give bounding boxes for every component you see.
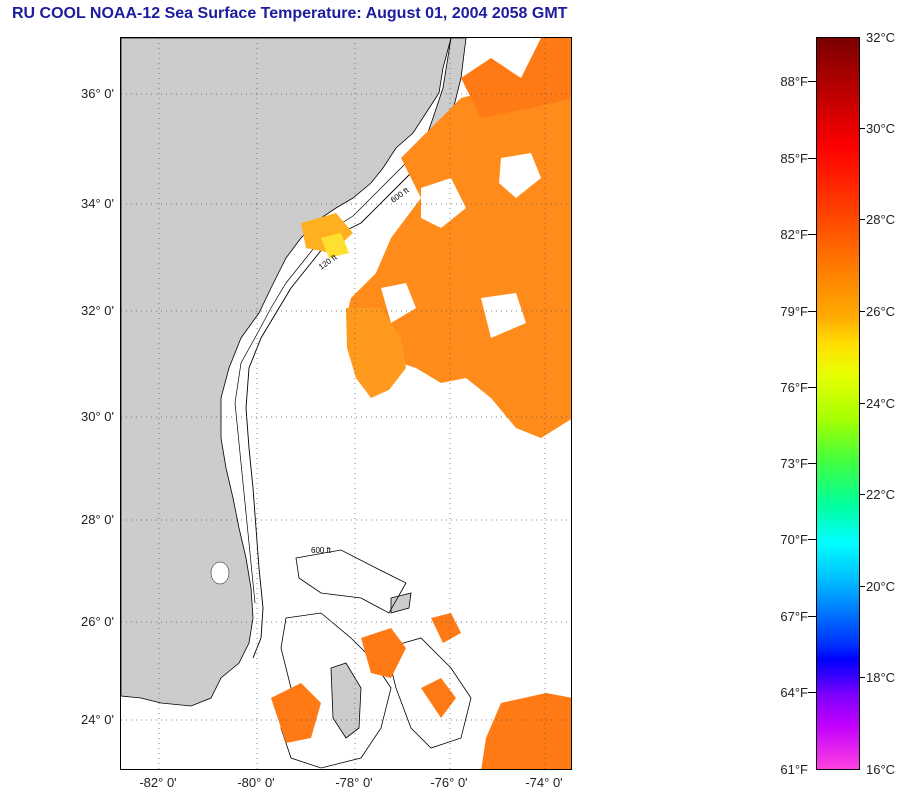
isobath-label-600ft-bahamas: 600 ft	[311, 546, 332, 555]
colorbar-tick	[808, 616, 816, 617]
colorbar-tick	[860, 403, 865, 404]
lat-label-26: 26° 0'	[81, 614, 114, 629]
colorbar-tick	[860, 128, 865, 129]
colorbar-tick	[860, 586, 865, 587]
sst-map[interactable]: 120 ft 600 ft 600 ft	[120, 37, 572, 770]
colorbar-label-f: 82°F	[780, 227, 808, 242]
colorbar-tick	[860, 219, 865, 220]
colorbar-label-c: 16°C	[866, 762, 896, 777]
colorbar-label-f: 67°F	[780, 609, 808, 624]
isobath-label-600ft: 600 ft	[389, 185, 411, 204]
colorbar-tick	[808, 158, 816, 159]
map-grid	[121, 38, 571, 769]
colorbar-tick	[808, 463, 816, 464]
land-bahamas-1	[330, 662, 362, 739]
lon-label-78: -78° 0'	[335, 775, 373, 790]
lon-label-80: -80° 0'	[237, 775, 275, 790]
colorbar-label-c: 28°C	[866, 212, 896, 227]
colorbar-tick	[808, 81, 816, 82]
lat-label-30: 30° 0'	[81, 409, 114, 424]
lake-okeechobee	[210, 561, 230, 585]
lon-label-82: -82° 0'	[139, 775, 177, 790]
lat-label-28: 28° 0'	[81, 512, 114, 527]
colorbar-label-f: 85°F	[780, 151, 808, 166]
colorbar-tick	[808, 692, 816, 693]
colorbar-label-c: 18°C	[866, 670, 896, 685]
colorbar-tick	[808, 539, 816, 540]
colorbar-label-c: 30°C	[866, 121, 896, 136]
sst-map-canvas: 120 ft 600 ft 600 ft	[121, 38, 571, 769]
colorbar-label-f: 88°F	[780, 74, 808, 89]
colorbar-label-c: 32°C	[866, 30, 896, 45]
colorbar-tick	[860, 311, 865, 312]
colorbar-tick	[808, 234, 816, 235]
colorbar-tick	[860, 494, 865, 495]
colorbar-label-f: 61°F	[780, 762, 808, 777]
colorbar-label-f: 70°F	[780, 532, 808, 547]
colorbar-label-f: 76°F	[780, 380, 808, 395]
colorbar-tick	[860, 677, 865, 678]
map-title: RU COOL NOAA-12 Sea Surface Temperature:…	[12, 5, 568, 22]
land-bahamas-2	[390, 592, 412, 614]
lat-label-34: 34° 0'	[81, 196, 114, 211]
colorbar-label-c: 26°C	[866, 304, 896, 319]
colorbar-label-f: 73°F	[780, 456, 808, 471]
lat-label-36: 36° 0'	[81, 86, 114, 101]
lat-label-24: 24° 0'	[81, 712, 114, 727]
temperature-colorbar	[816, 37, 860, 770]
colorbar-tick	[808, 311, 816, 312]
lon-label-74: -74° 0'	[525, 775, 563, 790]
land-mainland	[121, 38, 452, 707]
colorbar-tick	[808, 387, 816, 388]
isobath-600ft	[245, 132, 452, 659]
colorbar-label-f: 64°F	[780, 685, 808, 700]
lon-label-76: -76° 0'	[430, 775, 468, 790]
colorbar-label-c: 20°C	[866, 579, 896, 594]
isobath-120ft	[234, 127, 442, 604]
colorbar-label-c: 22°C	[866, 487, 896, 502]
colorbar-label-f: 79°F	[780, 304, 808, 319]
sst-patches	[271, 38, 571, 769]
lat-label-32: 32° 0'	[81, 303, 114, 318]
colorbar-label-c: 24°C	[866, 396, 896, 411]
